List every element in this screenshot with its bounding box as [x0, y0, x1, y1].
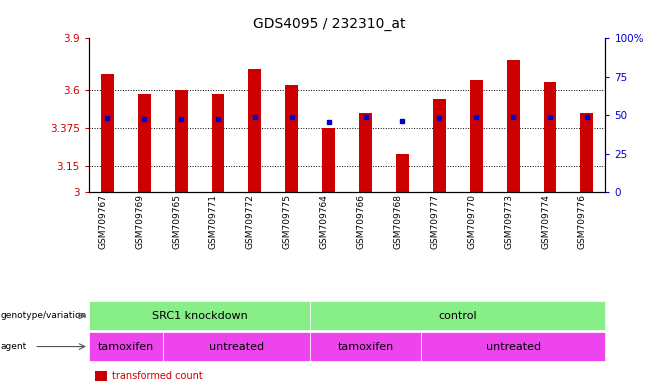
Bar [211, 94, 224, 192]
Text: GSM709769: GSM709769 [135, 194, 144, 249]
Bar [101, 74, 114, 192]
Bar [359, 114, 372, 192]
Bar [396, 154, 409, 192]
Text: tamoxifen: tamoxifen [97, 341, 154, 352]
Text: GSM709771: GSM709771 [209, 194, 218, 249]
Text: GSM709764: GSM709764 [320, 194, 328, 249]
Text: GSM709768: GSM709768 [393, 194, 403, 249]
Text: GSM709776: GSM709776 [578, 194, 587, 249]
Text: GSM709765: GSM709765 [172, 194, 181, 249]
Text: agent: agent [1, 342, 27, 351]
Bar [433, 99, 445, 192]
Text: GSM709772: GSM709772 [246, 194, 255, 249]
Text: transformed count: transformed count [112, 371, 203, 381]
Text: GSM709775: GSM709775 [283, 194, 291, 249]
Bar [286, 85, 298, 192]
Text: control: control [438, 311, 477, 321]
Bar [138, 94, 151, 192]
Bar [544, 82, 557, 192]
Text: untreated: untreated [486, 341, 541, 352]
Text: GSM709773: GSM709773 [504, 194, 513, 249]
Text: GDS4095 / 232310_at: GDS4095 / 232310_at [253, 17, 405, 31]
Text: GSM709767: GSM709767 [98, 194, 107, 249]
Text: GSM709777: GSM709777 [430, 194, 440, 249]
Text: tamoxifen: tamoxifen [338, 341, 393, 352]
Text: GSM709766: GSM709766 [357, 194, 366, 249]
Bar [507, 60, 520, 192]
Bar [249, 69, 261, 192]
Text: untreated: untreated [209, 341, 264, 352]
Text: genotype/variation: genotype/variation [1, 311, 87, 320]
Bar [580, 114, 594, 192]
Text: GSM709774: GSM709774 [541, 194, 550, 249]
Text: GSM709770: GSM709770 [467, 194, 476, 249]
Bar [322, 128, 335, 192]
Text: SRC1 knockdown: SRC1 knockdown [151, 311, 247, 321]
Bar [174, 89, 188, 192]
Bar [470, 80, 483, 192]
